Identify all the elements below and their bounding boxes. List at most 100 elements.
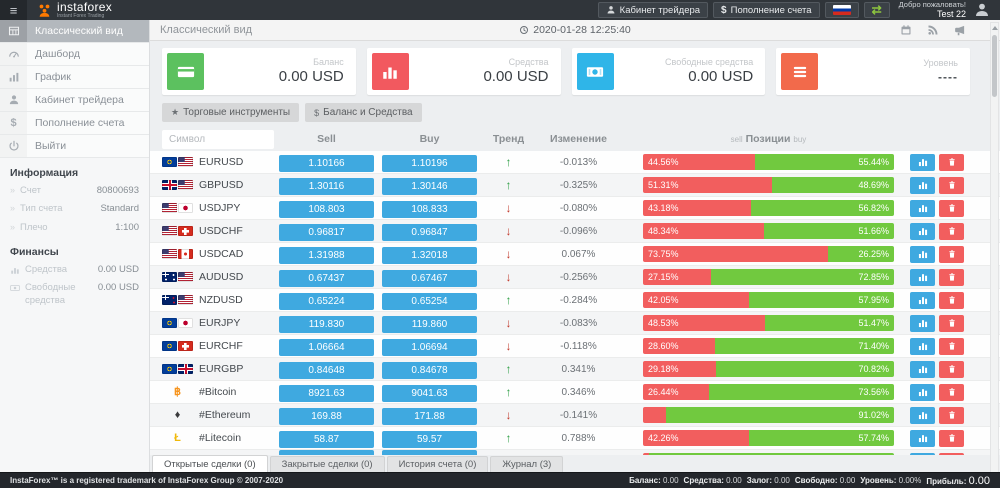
remove-symbol-button[interactable] (939, 360, 964, 378)
buy-price-button[interactable]: 9041.63 (382, 384, 477, 402)
sell-price-button[interactable]: 0.84648 (279, 361, 374, 379)
remove-symbol-button[interactable] (939, 429, 964, 447)
open-chart-button[interactable] (910, 199, 935, 217)
symbol-cell[interactable]: ♦ #Ethereum (162, 409, 275, 421)
sell-price-button[interactable]: 108.803 (279, 200, 374, 218)
deposit-button[interactable]: $ Пополнение счета (713, 2, 820, 18)
open-chart-button[interactable] (910, 291, 935, 309)
tab-open-trades[interactable]: Открытые сделки (0) (152, 455, 268, 472)
sell-price-button[interactable] (279, 450, 374, 456)
table-row: AUDUSD 0.67437 0.67467 ↓ -0.256% 27.15% … (150, 266, 1000, 289)
open-chart-button[interactable] (910, 360, 935, 378)
sidebar-item-dashboard[interactable]: Дашборд (0, 43, 149, 66)
buy-price-button[interactable]: 1.32018 (382, 246, 477, 264)
menu-icon[interactable]: ≡ (0, 0, 27, 20)
symbol-cell[interactable]: Ł #Litecoin (162, 432, 275, 444)
tab-account-history[interactable]: История счета (0) (386, 456, 489, 472)
sell-price-button[interactable]: 1.06664 (279, 338, 374, 356)
open-chart-button[interactable] (910, 406, 935, 424)
open-chart-button[interactable] (910, 245, 935, 263)
remove-symbol-button[interactable] (939, 383, 964, 401)
calendar-icon[interactable] (900, 24, 912, 36)
symbol-cell[interactable]: AUDUSD (162, 271, 275, 283)
remove-symbol-button[interactable] (939, 245, 964, 263)
language-button[interactable] (824, 2, 859, 18)
buy-price-button[interactable]: 0.65254 (382, 292, 477, 310)
buy-price-button[interactable]: 59.57 (382, 430, 477, 448)
symbol-cell[interactable]: NZDUSD (162, 294, 275, 306)
remove-symbol-button[interactable] (939, 314, 964, 332)
sell-price-button[interactable]: 169.88 (279, 407, 374, 425)
buy-price-button[interactable]: 0.96847 (382, 223, 477, 241)
megaphone-icon[interactable] (954, 24, 966, 36)
symbol-cell[interactable]: GBPUSD (162, 179, 275, 191)
swap-accounts-button[interactable]: ⇄ (863, 2, 890, 18)
open-chart-button[interactable] (910, 222, 935, 240)
remove-symbol-button[interactable] (939, 268, 964, 286)
sidebar-item-logout[interactable]: Выйти (0, 135, 149, 158)
tab-journal[interactable]: Журнал (3) (490, 456, 564, 472)
remove-symbol-button[interactable] (939, 452, 964, 456)
remove-symbol-button[interactable] (939, 199, 964, 217)
symbol-cell[interactable]: EURCHF (162, 340, 275, 352)
buy-price-button[interactable]: 0.67467 (382, 269, 477, 287)
open-chart-button[interactable] (910, 429, 935, 447)
open-chart-button[interactable] (910, 452, 935, 456)
scrollbar-thumb[interactable] (992, 35, 997, 97)
table-row: EURCHF 1.06664 1.06694 ↓ -0.118% 28.60% … (150, 335, 1000, 358)
sell-price-button[interactable]: 8921.63 (279, 384, 374, 402)
sell-price-button[interactable]: 119.830 (279, 315, 374, 333)
buy-price-button[interactable]: 0.84678 (382, 361, 477, 379)
buy-price-button[interactable]: 171.88 (382, 407, 477, 425)
tab-closed-trades[interactable]: Закрытые сделки (0) (269, 456, 385, 472)
symbol-cell[interactable]: USDCAD (162, 248, 275, 260)
trash-icon (948, 342, 955, 350)
symbol-cell[interactable]: ฿ #Bitcoin (162, 386, 275, 398)
sidebar-item-chart[interactable]: График (0, 66, 149, 89)
trading-instruments-button[interactable]: ★ Торговые инструменты (162, 103, 300, 122)
sell-price-button[interactable]: 0.67437 (279, 269, 374, 287)
positions-bar: 42.05% 57.95% (643, 292, 894, 308)
open-chart-button[interactable] (910, 176, 935, 194)
sell-price-button[interactable]: 58.87 (279, 430, 374, 448)
sidebar-item-deposit[interactable]: $ Пополнение счета (0, 112, 149, 135)
symbol-cell[interactable]: USDCHF (162, 225, 275, 237)
open-chart-button[interactable] (910, 268, 935, 286)
remove-symbol-button[interactable] (939, 291, 964, 309)
trader-cabinet-button[interactable]: Кабинет трейдера (597, 2, 709, 18)
buy-price-button[interactable]: 1.10196 (382, 154, 477, 172)
trash-icon (948, 273, 955, 281)
rss-icon[interactable] (927, 24, 939, 36)
open-chart-button[interactable] (910, 383, 935, 401)
buy-price-button[interactable] (382, 450, 477, 456)
remove-symbol-button[interactable] (939, 176, 964, 194)
open-chart-button[interactable] (910, 314, 935, 332)
change-value: -0.013% (559, 156, 598, 168)
open-chart-button[interactable] (910, 153, 935, 171)
remove-symbol-button[interactable] (939, 222, 964, 240)
sell-price-button[interactable]: 1.31988 (279, 246, 374, 264)
sell-price-button[interactable]: 0.96817 (279, 223, 374, 241)
sell-price-button[interactable]: 1.10166 (279, 154, 374, 172)
sell-price-button[interactable]: 1.30116 (279, 177, 374, 195)
buy-price-button[interactable]: 108.833 (382, 200, 477, 218)
open-chart-button[interactable] (910, 337, 935, 355)
remove-symbol-button[interactable] (939, 406, 964, 424)
buy-price-button[interactable]: 1.30146 (382, 177, 477, 195)
vertical-scrollbar[interactable] (990, 22, 999, 487)
buy-price-button[interactable]: 119.860 (382, 315, 477, 333)
symbol-cell[interactable]: USDJPY (162, 202, 275, 214)
symbol-filter-input[interactable] (162, 129, 274, 149)
remove-symbol-button[interactable] (939, 337, 964, 355)
buy-price-button[interactable]: 1.06694 (382, 338, 477, 356)
symbol-cell[interactable]: EURJPY (162, 317, 275, 329)
symbol-cell[interactable]: EURUSD (162, 156, 275, 168)
sidebar-item-trader-cabinet[interactable]: Кабинет трейдера (0, 89, 149, 112)
avatar-icon[interactable] (974, 2, 990, 18)
remove-symbol-button[interactable] (939, 153, 964, 171)
sidebar-item-classic-view[interactable]: Классический вид (0, 20, 149, 43)
sell-price-button[interactable]: 0.65224 (279, 292, 374, 310)
symbol-cell[interactable]: EURGBP (162, 363, 275, 375)
scroll-up-icon[interactable] (992, 26, 998, 30)
balance-funds-button[interactable]: $ Баланс и Средства (305, 103, 422, 122)
